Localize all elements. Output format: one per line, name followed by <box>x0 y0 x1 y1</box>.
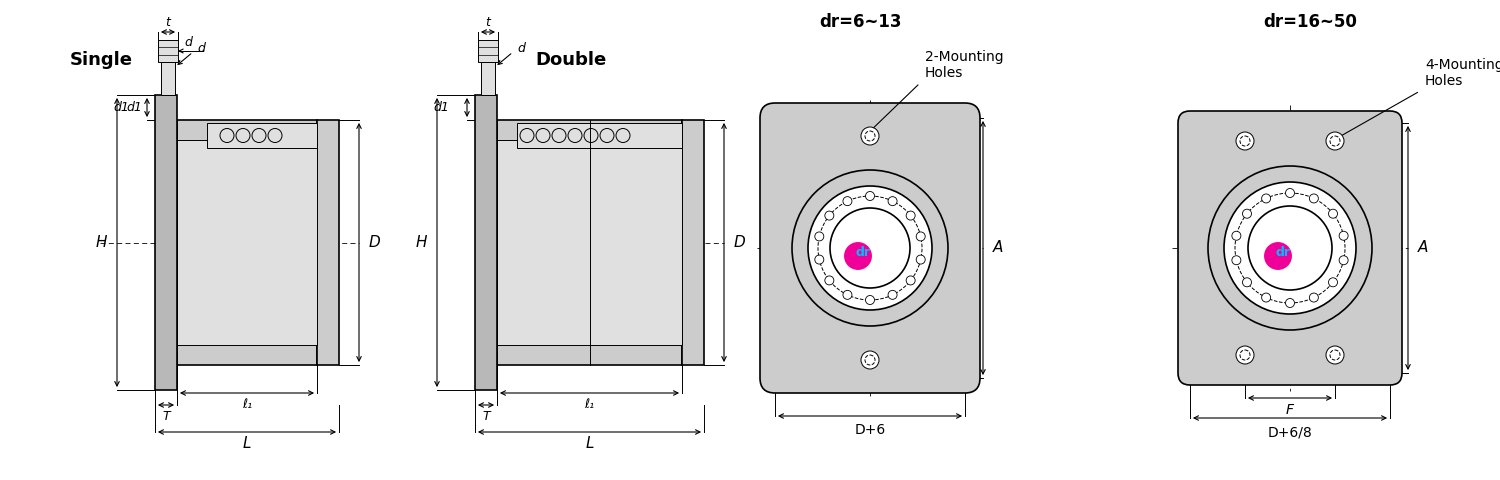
Circle shape <box>1248 206 1332 290</box>
Circle shape <box>916 232 926 241</box>
Text: d: d <box>518 41 525 55</box>
Circle shape <box>1208 166 1372 330</box>
Circle shape <box>843 290 852 300</box>
Circle shape <box>815 255 824 264</box>
Circle shape <box>1262 293 1270 302</box>
Text: Double: Double <box>536 51 606 69</box>
Circle shape <box>1236 346 1254 364</box>
Bar <box>482 62 495 95</box>
Text: dr: dr <box>855 247 870 260</box>
Circle shape <box>1232 256 1240 265</box>
Circle shape <box>916 255 926 264</box>
Text: d: d <box>196 41 206 55</box>
Text: t: t <box>165 16 171 29</box>
Circle shape <box>792 170 948 326</box>
Bar <box>158 40 178 62</box>
Circle shape <box>1326 132 1344 150</box>
Text: Single: Single <box>70 51 134 69</box>
Circle shape <box>1326 346 1344 364</box>
Text: D: D <box>369 235 381 250</box>
Circle shape <box>906 211 915 220</box>
Circle shape <box>888 290 897 300</box>
Circle shape <box>906 276 915 285</box>
Circle shape <box>888 197 897 205</box>
Text: dr=16~50: dr=16~50 <box>1263 13 1358 31</box>
Circle shape <box>808 186 932 310</box>
Circle shape <box>1310 293 1318 302</box>
Circle shape <box>1310 194 1318 203</box>
Circle shape <box>1232 231 1240 240</box>
Circle shape <box>843 241 873 271</box>
Text: d1: d1 <box>126 101 142 114</box>
Circle shape <box>1329 278 1338 287</box>
Circle shape <box>1242 278 1251 287</box>
Circle shape <box>1340 231 1348 240</box>
Text: H: H <box>96 235 106 250</box>
Bar <box>476 95 496 390</box>
Circle shape <box>843 197 852 205</box>
Text: d: d <box>184 36 192 48</box>
Text: 4-Mounting
Holes: 4-Mounting Holes <box>1425 58 1500 88</box>
Text: ℓ₁: ℓ₁ <box>242 398 252 411</box>
Circle shape <box>1340 256 1348 265</box>
Bar <box>316 120 339 365</box>
Circle shape <box>1329 209 1338 218</box>
Text: L: L <box>243 436 250 452</box>
Text: H: H <box>416 235 428 250</box>
Bar <box>478 40 498 62</box>
Circle shape <box>865 296 874 304</box>
Bar <box>496 120 682 365</box>
Circle shape <box>1224 182 1356 314</box>
Bar <box>496 140 682 345</box>
Text: T: T <box>482 410 490 423</box>
Text: d1: d1 <box>112 101 129 114</box>
Bar <box>160 62 176 95</box>
FancyBboxPatch shape <box>760 103 980 393</box>
Text: A: A <box>1418 240 1428 255</box>
Text: d1: d1 <box>433 101 448 114</box>
Circle shape <box>1263 241 1293 271</box>
Bar <box>154 95 177 390</box>
Text: dr: dr <box>1275 247 1290 260</box>
Text: D: D <box>734 235 746 250</box>
Circle shape <box>861 351 879 369</box>
Bar <box>177 120 316 365</box>
Text: 2-Mounting
Holes: 2-Mounting Holes <box>926 50 1004 80</box>
Bar <box>518 123 682 148</box>
Text: ℓ₁: ℓ₁ <box>585 398 594 411</box>
Circle shape <box>815 232 824 241</box>
Text: T: T <box>162 410 170 423</box>
Circle shape <box>1242 209 1251 218</box>
Text: D+6/8: D+6/8 <box>1268 425 1312 439</box>
Circle shape <box>1236 132 1254 150</box>
Circle shape <box>865 192 874 201</box>
Circle shape <box>1286 299 1294 308</box>
Text: t: t <box>486 16 490 29</box>
Text: dr=6~13: dr=6~13 <box>819 13 902 31</box>
Circle shape <box>825 276 834 285</box>
Text: L: L <box>585 436 594 452</box>
Circle shape <box>1262 194 1270 203</box>
FancyBboxPatch shape <box>1178 111 1402 385</box>
Circle shape <box>861 127 879 145</box>
Circle shape <box>830 208 910 288</box>
Text: D+6: D+6 <box>855 423 885 437</box>
Bar <box>682 120 703 365</box>
Bar <box>177 140 316 345</box>
Circle shape <box>1286 189 1294 197</box>
Text: A: A <box>993 240 1004 255</box>
Circle shape <box>825 211 834 220</box>
Text: F: F <box>1286 403 1294 417</box>
Bar <box>207 123 316 148</box>
